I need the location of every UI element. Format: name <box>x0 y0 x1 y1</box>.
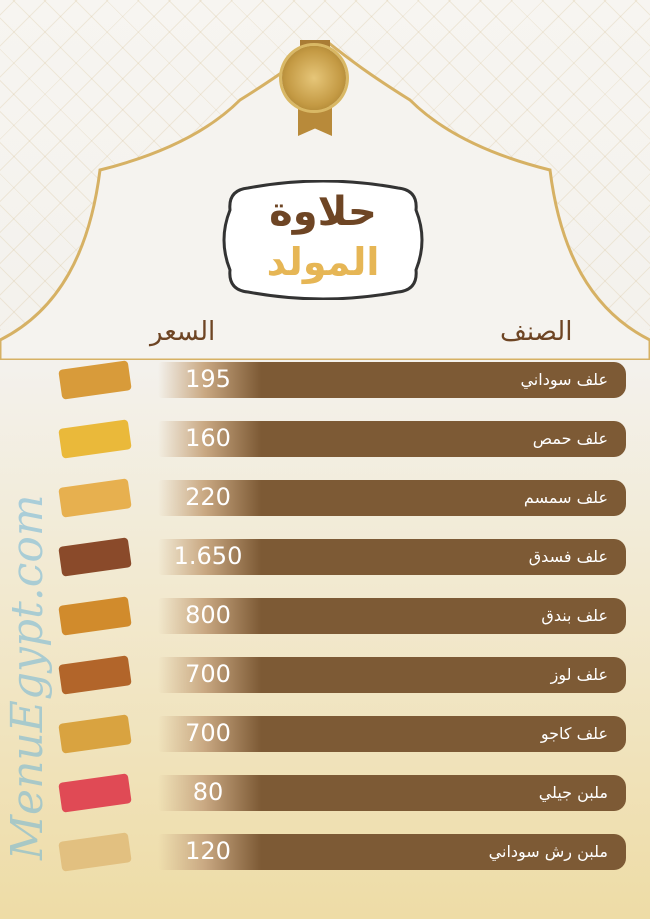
item-image <box>58 360 132 400</box>
item-name: علف حمص <box>532 429 608 448</box>
item-header: الصنف <box>500 317 573 347</box>
item-price: 700 <box>185 660 231 688</box>
menu-row: 120 ملبن رش سوداني <box>158 834 626 870</box>
item-image <box>58 832 132 872</box>
item-image <box>58 419 132 459</box>
title-frame: حلاوة المولد <box>218 180 428 300</box>
watermark: MenuEgypt.com <box>2 494 53 860</box>
item-price: 1.650 <box>173 542 243 570</box>
menu-row: 220 علف سمسم <box>158 480 626 516</box>
item-price: 120 <box>185 837 231 865</box>
item-name: ملبن رش سوداني <box>488 842 608 861</box>
item-name: علف لوز <box>550 665 608 684</box>
item-price: 700 <box>185 719 231 747</box>
item-price: 800 <box>185 601 231 629</box>
item-price: 80 <box>192 778 224 806</box>
item-price: 220 <box>185 483 231 511</box>
item-image <box>58 596 132 636</box>
menu-row: 700 علف كاجو <box>158 716 626 752</box>
item-image <box>58 478 132 518</box>
title-line-2: المولد <box>266 240 380 284</box>
item-price: 160 <box>185 424 231 452</box>
item-name: ملبن جيلي <box>538 783 608 802</box>
menu-row: 700 علف لوز <box>158 657 626 693</box>
item-name: علف بندق <box>541 606 608 625</box>
menu-row: 1.650 علف فسدق <box>158 539 626 575</box>
item-price: 195 <box>185 365 231 393</box>
menu-row: 80 ملبن جيلي <box>158 775 626 811</box>
logo-medal <box>282 46 346 110</box>
menu-row: 160 علف حمص <box>158 421 626 457</box>
item-name: علف سمسم <box>523 488 608 507</box>
title-line-1: حلاوة <box>269 189 377 235</box>
item-image <box>58 714 132 754</box>
item-image <box>58 773 132 813</box>
item-image <box>58 655 132 695</box>
item-name: علف كاجو <box>540 724 608 743</box>
item-image <box>58 537 132 577</box>
item-name: علف سوداني <box>520 370 608 389</box>
menu-row: 800 علف بندق <box>158 598 626 634</box>
price-header: السعر <box>150 317 216 347</box>
item-name: علف فسدق <box>528 547 608 566</box>
menu-row: 195 علف سوداني <box>158 362 626 398</box>
